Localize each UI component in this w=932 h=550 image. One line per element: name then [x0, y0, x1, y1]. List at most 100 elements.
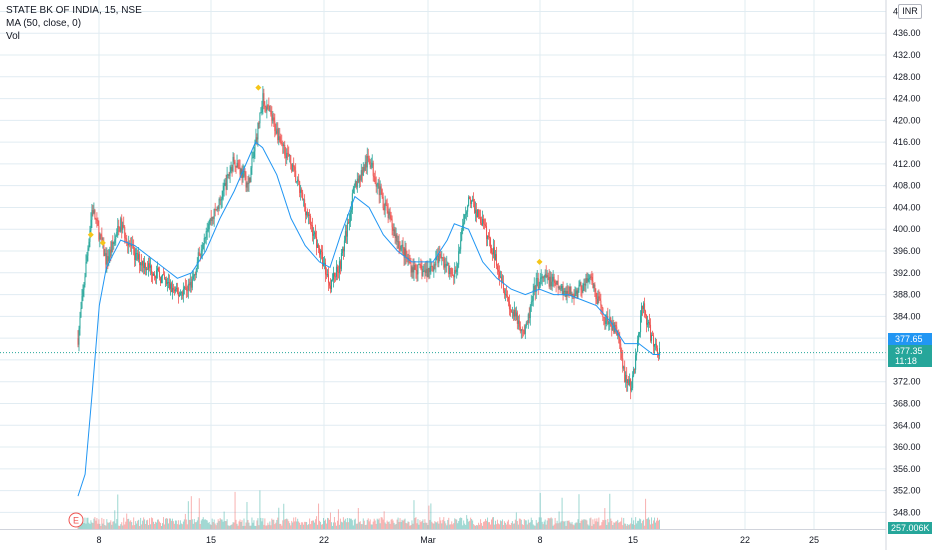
volume-bar [424, 519, 426, 529]
candle-body [97, 219, 99, 226]
candle-body [191, 278, 193, 288]
price-axis[interactable]: 348.00 352.00 356.00 360.00 364.00 368.00 372.… [893, 6, 921, 517]
volume-bar [410, 525, 412, 529]
time-tick-label: 8 [96, 535, 101, 545]
candle-body [585, 278, 587, 286]
volume-bar [579, 523, 581, 529]
candle-body [167, 282, 169, 283]
candle-body [362, 166, 364, 176]
candle-body [166, 282, 168, 284]
ma-indicator-label[interactable]: MA (50, close, 0) [6, 18, 82, 29]
volume-bar [554, 517, 556, 529]
volume-bar [576, 522, 578, 529]
candle-body [598, 296, 600, 299]
volume-bar [324, 520, 326, 529]
volume-indicator-label[interactable]: Vol [6, 31, 20, 42]
earnings-marker[interactable]: E [68, 512, 84, 528]
candle-body [424, 270, 426, 273]
candle-body [634, 369, 636, 370]
volume-bar [495, 524, 497, 529]
candle-body [161, 274, 163, 277]
volume-bar [175, 520, 177, 529]
candle-body [620, 343, 622, 353]
volume-bar [395, 523, 397, 529]
symbol-title[interactable]: STATE BK OF INDIA, 15, NSE [6, 5, 142, 16]
volume-bar [212, 522, 214, 529]
candle-body [155, 276, 157, 279]
volume-bar [532, 524, 534, 529]
volume-bar [436, 522, 438, 529]
volume-bar [581, 519, 583, 529]
volume-bar [162, 517, 164, 529]
candle-body [358, 176, 360, 183]
candle-body [123, 225, 125, 227]
volume-bar [190, 496, 192, 529]
volume-bar [478, 522, 480, 529]
candle-body [326, 274, 327, 276]
candle-body [237, 162, 239, 168]
price-tick-label: 420.00 [893, 115, 921, 125]
candle-body [295, 170, 297, 182]
time-axis[interactable]: 8 15 22 Mar 8 15 22 25 [96, 535, 819, 545]
candle-body [136, 253, 138, 254]
candle-body [518, 320, 520, 327]
candle-body [464, 214, 466, 223]
candle-body [261, 106, 263, 113]
candle-body [96, 219, 98, 221]
candle-body [156, 270, 158, 279]
candle-body [218, 198, 220, 209]
volume-bar [186, 524, 188, 529]
volume-bar [505, 524, 507, 529]
candle-body [247, 182, 249, 185]
candle-body [377, 183, 379, 185]
candle-body [134, 248, 136, 260]
candle-body [451, 268, 453, 275]
volume-bar [323, 517, 325, 529]
candle-body [355, 181, 357, 188]
volume-bar [218, 521, 220, 529]
currency-badge[interactable]: INR [898, 4, 922, 19]
volume-bar [329, 512, 331, 529]
volume-bar [628, 525, 630, 529]
volume-bar [311, 520, 313, 529]
volume-bar [317, 524, 319, 529]
volume-bar [479, 524, 481, 529]
volume-bar [342, 517, 344, 529]
candle-body [648, 322, 650, 324]
candle-body [608, 321, 610, 325]
candle-body [293, 164, 295, 167]
candle-body [87, 248, 89, 256]
volume-bar [269, 521, 271, 529]
volume-bar [113, 521, 115, 529]
volume-bar [331, 525, 333, 529]
volume-bar [369, 519, 371, 529]
candle-body [465, 214, 467, 215]
volume-bar [486, 520, 488, 529]
candle-body [552, 276, 554, 282]
candle-body [279, 136, 281, 142]
volume-bar [380, 517, 382, 529]
volume-bar [484, 521, 486, 529]
volume-bar [656, 520, 658, 529]
candle-body [163, 275, 165, 280]
candle-body [285, 155, 287, 159]
volume-bar [166, 518, 168, 529]
volume-bar [258, 525, 260, 529]
candle-body [383, 208, 385, 211]
candle-body [626, 374, 628, 384]
candle-body [318, 244, 320, 249]
candle-body [429, 266, 431, 273]
candle-body [655, 343, 657, 345]
candle-body [476, 209, 478, 218]
candle-body [391, 218, 393, 228]
volume-bar [544, 519, 546, 529]
volume-bar [470, 517, 472, 529]
candle-body [179, 292, 181, 296]
candle-body [266, 105, 268, 112]
volume-bar [377, 519, 379, 529]
volume-bar [281, 525, 283, 529]
volume-bar [303, 524, 305, 529]
volume-bar [371, 524, 373, 529]
volume-bar [237, 525, 239, 529]
